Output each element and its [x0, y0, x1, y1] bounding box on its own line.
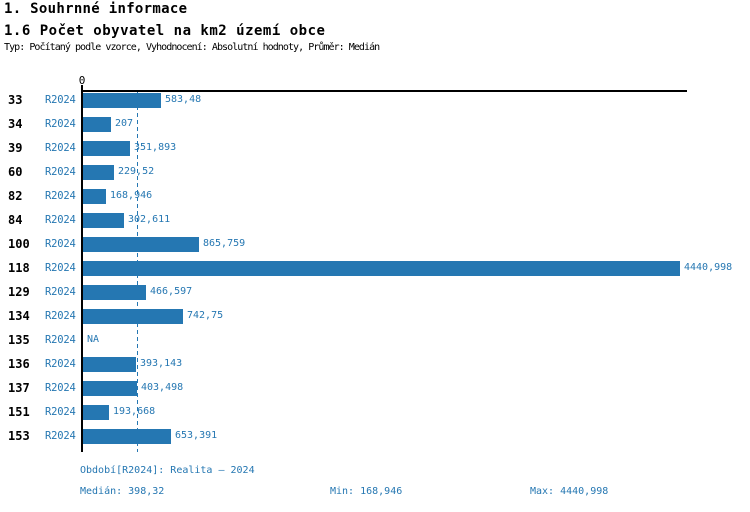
bar	[83, 117, 111, 132]
bar-value-label: 865,759	[203, 238, 246, 249]
row-category-label: 34	[8, 117, 23, 131]
row-category-label: 135	[8, 333, 30, 347]
row-category-label: 134	[8, 309, 30, 323]
bar-value-label: 193,668	[113, 406, 156, 417]
row-series-label: R2024	[45, 286, 76, 298]
row-category-label: 118	[8, 261, 30, 275]
row-category-label: 153	[8, 429, 30, 443]
row-category-label: 84	[8, 213, 23, 227]
axis-zero-tick	[81, 85, 83, 90]
bar	[83, 189, 106, 204]
row-category-label: 33	[8, 93, 23, 107]
period-label: Období[R2024]: Realita – 2024	[80, 465, 255, 476]
bar-value-label: 302,611	[128, 214, 171, 225]
row-series-label: R2024	[45, 238, 76, 250]
row-series-label: R2024	[45, 118, 76, 130]
row-category-label: 136	[8, 357, 30, 371]
row-series-label: R2024	[45, 382, 76, 394]
axis-top-line	[81, 90, 687, 92]
bar-value-label: 207	[115, 118, 134, 129]
bar	[83, 357, 136, 372]
bar	[83, 309, 183, 324]
bar-value-label: 583,48	[165, 94, 202, 105]
bar-value-label: 466,597	[150, 286, 193, 297]
row-category-label: 60	[8, 165, 23, 179]
row-series-label: R2024	[45, 166, 76, 178]
median-summary-label: Medián: 398,32	[80, 486, 165, 497]
row-series-label: R2024	[45, 190, 76, 202]
row-series-label: R2024	[45, 310, 76, 322]
row-category-label: 137	[8, 381, 30, 395]
bar-value-label: 4440,998	[684, 262, 733, 273]
row-series-label: R2024	[45, 142, 76, 154]
bar	[83, 261, 680, 276]
row-series-label: R2024	[45, 262, 76, 274]
row-series-label: R2024	[45, 406, 76, 418]
bar-value-label: 229,52	[118, 166, 155, 177]
row-series-label: R2024	[45, 214, 76, 226]
row-category-label: 100	[8, 237, 30, 251]
bar-value-label: 168,946	[110, 190, 153, 201]
bar	[83, 405, 109, 420]
row-series-label: R2024	[45, 430, 76, 442]
chart-meta-line: Typ: Počítaný podle vzorce, Vyhodnocení:…	[4, 42, 380, 53]
row-series-label: R2024	[45, 94, 76, 106]
bar-value-label: 742,75	[187, 310, 224, 321]
bar	[83, 285, 146, 300]
row-category-label: 151	[8, 405, 30, 419]
bar	[83, 237, 199, 252]
min-summary-label: Min: 168,946	[330, 486, 403, 497]
row-category-label: 129	[8, 285, 30, 299]
section-title: 1. Souhrnné informace	[4, 1, 188, 17]
bar	[83, 165, 114, 180]
max-summary-label: Max: 4440,998	[530, 486, 609, 497]
bar-value-label: 653,391	[175, 430, 218, 441]
bar	[83, 381, 137, 396]
bar	[83, 93, 161, 108]
bar	[83, 213, 124, 228]
bar-value-label: NA	[87, 334, 100, 345]
bar-value-label: 351,893	[134, 142, 177, 153]
row-category-label: 82	[8, 189, 23, 203]
row-series-label: R2024	[45, 358, 76, 370]
axis-vertical-line	[81, 90, 83, 452]
chart-title: 1.6 Počet obyvatel na km2 území obce	[4, 23, 326, 39]
bar-value-label: 403,498	[141, 382, 184, 393]
bar	[83, 141, 130, 156]
row-category-label: 39	[8, 141, 23, 155]
bar-value-label: 393,143	[140, 358, 183, 369]
bar	[83, 429, 171, 444]
axis-zero-label: 0	[78, 74, 86, 87]
row-series-label: R2024	[45, 334, 76, 346]
